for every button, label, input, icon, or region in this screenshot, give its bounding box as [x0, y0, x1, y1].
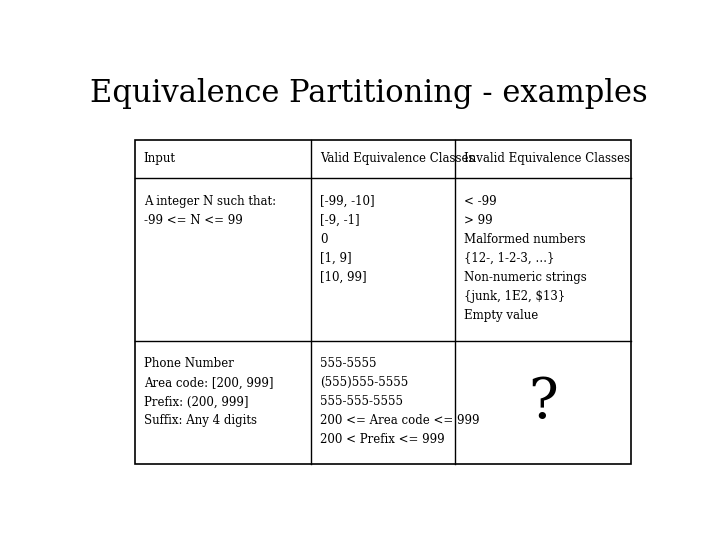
Text: 555-5555
(555)555-5555
555-555-5555
200 <= Area code <= 999
200 < Prefix <= 999: 555-5555 (555)555-5555 555-555-5555 200 …	[320, 357, 480, 447]
Text: [-99, -10]
[-9, -1]
0
[1, 9]
[10, 99]: [-99, -10] [-9, -1] 0 [1, 9] [10, 99]	[320, 194, 374, 284]
Text: ?: ?	[528, 375, 558, 430]
Text: Input: Input	[143, 152, 176, 165]
Text: A integer N such that:
-99 <= N <= 99: A integer N such that: -99 <= N <= 99	[143, 194, 276, 227]
Text: Equivalence Partitioning - examples: Equivalence Partitioning - examples	[90, 78, 648, 110]
Text: < -99
> 99
Malformed numbers
{12-, 1-2-3, …}
Non-numeric strings
{junk, 1E2, $13: < -99 > 99 Malformed numbers {12-, 1-2-3…	[464, 194, 587, 321]
Bar	[135, 140, 631, 464]
Text: Phone Number
Area code: [200, 999]
Prefix: (200, 999]
Suffix: Any 4 digits: Phone Number Area code: [200, 999] Prefi…	[143, 357, 273, 427]
Text: Valid Equivalence Classes: Valid Equivalence Classes	[320, 152, 474, 165]
Text: Invalid Equivalence Classes: Invalid Equivalence Classes	[464, 152, 630, 165]
